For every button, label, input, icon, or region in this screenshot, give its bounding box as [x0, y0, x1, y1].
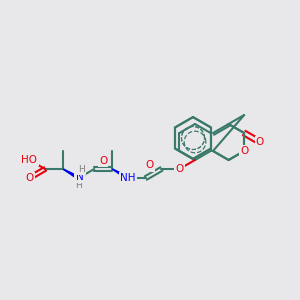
- Text: H: H: [78, 166, 85, 175]
- Polygon shape: [112, 169, 129, 179]
- Text: N: N: [76, 172, 83, 182]
- Polygon shape: [63, 169, 80, 179]
- Text: NH: NH: [120, 173, 136, 183]
- Text: O: O: [99, 156, 107, 166]
- Text: H: H: [75, 182, 82, 190]
- Text: HO: HO: [22, 155, 38, 165]
- Text: NH: NH: [120, 173, 136, 183]
- Text: O: O: [25, 173, 34, 183]
- Text: O: O: [240, 146, 248, 156]
- Text: O: O: [175, 164, 184, 174]
- Text: O: O: [146, 160, 154, 170]
- Text: O: O: [256, 137, 264, 147]
- Text: N: N: [75, 173, 83, 183]
